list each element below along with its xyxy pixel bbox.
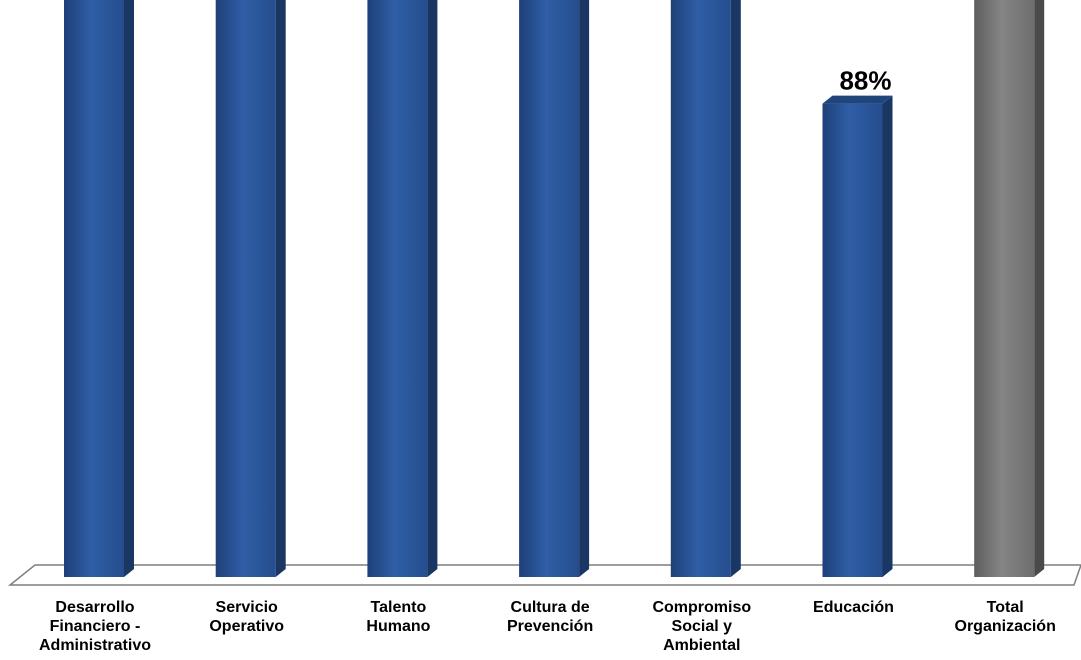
bar-side (579, 0, 590, 577)
bar-front (367, 0, 428, 577)
value-labels-layer: 99%92%100%98%100%88%96% (839, 66, 891, 96)
bar (670, 0, 741, 577)
category-label: Educación (813, 599, 894, 616)
bar (822, 95, 893, 577)
bar-front (64, 0, 124, 578)
category-label: Cultura de Prevención (506, 599, 594, 635)
bar-front (670, 0, 731, 577)
bar-side (124, 0, 134, 577)
bar (367, 0, 438, 577)
bars-layer (64, 0, 1045, 578)
category-label: Talento Humano (366, 599, 431, 635)
bar-front (822, 103, 883, 577)
bar (215, 0, 286, 577)
category-label: Compromiso Social y Ambiental (652, 599, 752, 654)
bar (519, 0, 590, 578)
bar-top (822, 95, 893, 104)
bar-front (519, 0, 580, 578)
bar-total (974, 0, 1045, 577)
category-label: Total Organización (954, 599, 1056, 635)
bar (64, 0, 134, 578)
bar-side (882, 95, 893, 577)
category-label: Desarrollo Financiero - Administrativo (38, 599, 151, 654)
value-label: 88% (839, 66, 891, 96)
category-label: Servicio Operativo (209, 599, 285, 635)
bar-chart: 99%92%100%98%100%88%96% (7, 0, 1081, 586)
bar-side (275, 0, 286, 577)
bar-front (215, 0, 276, 577)
bar-side (1034, 0, 1045, 577)
bar-front (974, 0, 1035, 577)
bar-side (427, 0, 438, 577)
bar-side (730, 0, 741, 577)
